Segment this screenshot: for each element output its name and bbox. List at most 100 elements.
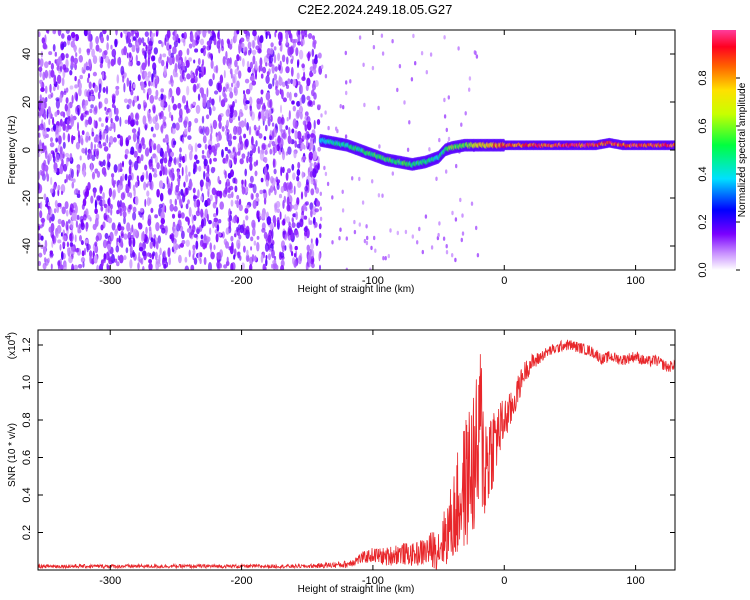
spectrogram-noise-cell bbox=[91, 131, 95, 137]
spectrogram-noise-cell bbox=[70, 40, 76, 48]
spectrogram-noise-cell bbox=[252, 30, 257, 37]
spectrogram-noise-cell bbox=[172, 35, 177, 41]
colorbar-tick-label: 0.0 bbox=[697, 262, 709, 277]
spectrogram-noise-cell bbox=[178, 117, 182, 123]
spectrogram-noise-cell bbox=[295, 211, 298, 221]
spectrogram-noise-cell bbox=[179, 147, 182, 153]
spectrogram-noise-cell bbox=[55, 137, 59, 143]
spectrogram-noise-cell bbox=[313, 161, 318, 169]
spectrogram-noise-cell bbox=[61, 33, 65, 39]
spectrogram-noise-cell bbox=[63, 90, 67, 95]
spectrogram-noise-cell bbox=[234, 99, 238, 104]
spectrogram-speck bbox=[345, 80, 348, 85]
spectrogram-noise-cell bbox=[83, 30, 88, 37]
spectrogram-noise-cell bbox=[260, 109, 265, 120]
spectrogram-noise-cell bbox=[146, 252, 151, 257]
spectrogram-noise-cell bbox=[93, 188, 96, 198]
spectrogram-noise-cell bbox=[100, 123, 104, 127]
spectrogram-noise-cell bbox=[104, 138, 108, 143]
spectrogram-noise-cell bbox=[193, 257, 198, 265]
spectrogram-noise-cell bbox=[308, 151, 314, 161]
spectrogram-noise-cell bbox=[78, 82, 82, 90]
spectrogram-noise-cell bbox=[275, 200, 281, 209]
spectrogram-noise-cell bbox=[219, 201, 224, 210]
spectrogram-noise-cell bbox=[182, 136, 185, 144]
spectrogram-noise-cell bbox=[265, 255, 268, 260]
spectrogram-noise-cell bbox=[84, 147, 88, 156]
spectrogram-noise-cell bbox=[220, 38, 224, 49]
spectrogram-noise-cell bbox=[288, 110, 291, 120]
spectrogram-noise-cell bbox=[229, 159, 233, 166]
spectrogram-noise-cell bbox=[205, 172, 210, 178]
spectrogram-noise-cell bbox=[251, 80, 257, 86]
spectrogram-noise-cell bbox=[157, 262, 162, 268]
spectrogram-noise-cell bbox=[289, 189, 293, 194]
spectrogram-noise-cell bbox=[202, 135, 207, 144]
spectrogram-noise-cell bbox=[90, 162, 93, 173]
spectrogram-noise-cell bbox=[215, 207, 219, 216]
spectrogram-noise-cell bbox=[115, 85, 120, 90]
spectrogram-noise-cell bbox=[198, 73, 202, 79]
spectrogram-noise-cell bbox=[246, 35, 250, 42]
spectrogram-noise-cell bbox=[170, 75, 173, 84]
spectrogram-noise-cell bbox=[135, 181, 139, 188]
spectrogram-noise-cell bbox=[130, 234, 134, 240]
spectrogram-noise-cell bbox=[280, 185, 285, 194]
spectrogram-speck bbox=[339, 104, 342, 109]
y-tick-label: -20 bbox=[21, 190, 33, 206]
spectrogram-noise-cell bbox=[119, 175, 123, 186]
spectrogram-noise-cell bbox=[124, 173, 128, 181]
spectrogram-noise-cell bbox=[41, 97, 44, 102]
spectrogram-noise-cell bbox=[137, 74, 141, 82]
spectrogram-noise-cell bbox=[63, 262, 67, 270]
spectrogram-noise-cell bbox=[267, 143, 271, 148]
spectrogram-noise-cell bbox=[215, 233, 219, 243]
spectrogram-speck bbox=[445, 244, 448, 249]
spectrogram-noise-cell bbox=[135, 120, 139, 126]
spectrogram-noise-cell bbox=[76, 193, 81, 198]
spectrogram-speck bbox=[457, 46, 460, 51]
spectrogram-noise-cell bbox=[155, 75, 159, 85]
spectrogram-noise-cell bbox=[100, 186, 103, 192]
spectrogram-noise-cell bbox=[118, 222, 121, 228]
spectrogram-noise-cell bbox=[256, 210, 261, 220]
spectrogram-noise-cell bbox=[185, 239, 190, 247]
spectrogram-noise-cell bbox=[60, 111, 65, 117]
spectrogram-noise-cell bbox=[154, 214, 159, 219]
spectrogram-noise-cell bbox=[302, 203, 306, 210]
spectrogram-noise-cell bbox=[260, 177, 264, 183]
spectrogram-noise-cell bbox=[38, 171, 41, 181]
spectrogram-noise-cell bbox=[130, 112, 134, 121]
spectrogram-noise-cell bbox=[158, 56, 162, 64]
spectrogram-noise-cell bbox=[199, 257, 202, 265]
spectrogram-noise-cell bbox=[103, 203, 108, 209]
spectrogram-noise-cell bbox=[147, 87, 152, 96]
spectrogram-noise-cell bbox=[77, 264, 83, 269]
spectrogram-speck bbox=[331, 195, 334, 200]
spectrogram-noise-cell bbox=[49, 83, 52, 93]
spectrogram-noise-cell bbox=[75, 220, 78, 228]
spectrogram-noise-cell bbox=[122, 160, 124, 168]
colorbar: 0.0 0.2 0.4 0.6 0.8 Normalized spectral ampl… bbox=[697, 30, 748, 278]
spectrogram-noise-cell bbox=[117, 134, 121, 139]
spectrogram-noise-cell bbox=[279, 46, 282, 52]
spectrogram-speck bbox=[377, 193, 381, 198]
spectrogram-noise-cell bbox=[240, 120, 245, 128]
spectrogram-noise-cell bbox=[249, 264, 253, 270]
spectrogram-noise-cell bbox=[186, 48, 190, 56]
spectrogram-noise-cell bbox=[163, 263, 167, 269]
spectrogram-noise-cell bbox=[261, 212, 266, 220]
spectrogram-noise-cell bbox=[149, 181, 152, 190]
spectrogram-noise-cell bbox=[274, 31, 277, 38]
spectrogram-noise-cell bbox=[260, 254, 264, 264]
spectrogram-noise-cell bbox=[82, 214, 87, 221]
spectrogram-noise-cell bbox=[287, 78, 291, 85]
spectrogram-noise-cell bbox=[171, 95, 175, 104]
spectrogram-noise-cell bbox=[208, 106, 212, 116]
spectrogram-noise-cell bbox=[266, 71, 270, 77]
spectrogram-noise-cell bbox=[188, 207, 192, 217]
spectrogram-noise-cell bbox=[290, 33, 293, 43]
spectrogram-noise-cell bbox=[266, 48, 271, 56]
spectrogram-noise-cell bbox=[85, 110, 90, 116]
spectrogram-noise-cell bbox=[174, 198, 177, 206]
